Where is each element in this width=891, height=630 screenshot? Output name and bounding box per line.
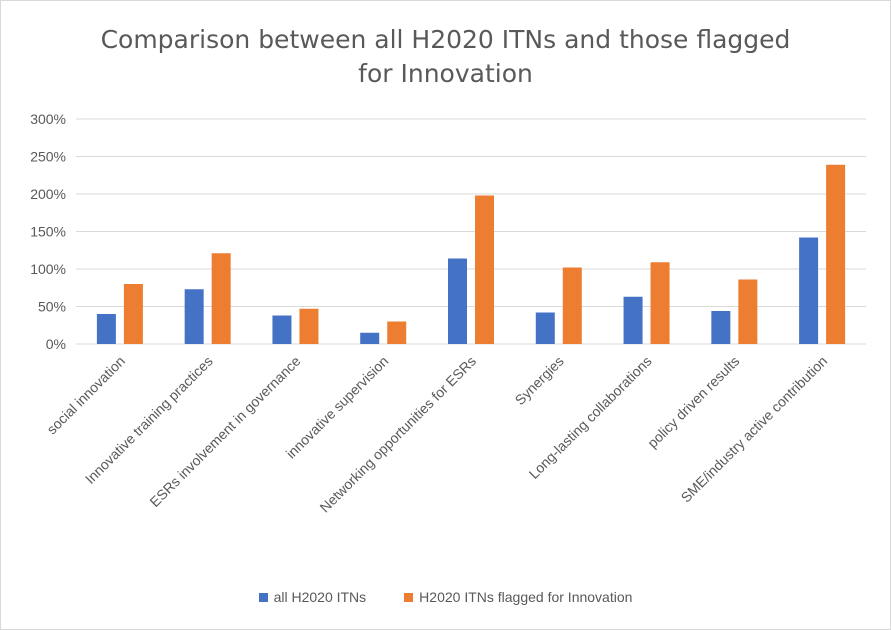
bar-all-itns xyxy=(799,237,819,344)
bar-all-itns xyxy=(535,312,555,344)
legend-item-series-2: H2020 ITNs flagged for Innovation xyxy=(404,589,632,605)
bar-flagged-itns xyxy=(123,284,143,344)
chart-title: Comparison between all H2020 ITNs and th… xyxy=(1,23,890,91)
y-tick-label: 50% xyxy=(38,299,66,315)
chart-title-line-2: for Innovation xyxy=(358,59,533,88)
legend-item-series-1: all H2020 ITNs xyxy=(258,589,367,605)
legend-label-series-2: H2020 ITNs flagged for Innovation xyxy=(419,589,633,605)
legend: all H2020 ITNs H2020 ITNs flagged for In… xyxy=(1,589,890,605)
x-tick-label: social innovation xyxy=(43,353,128,438)
bar-all-itns xyxy=(360,332,380,344)
x-tick-label: policy driven results xyxy=(644,353,742,451)
y-tick-label: 300% xyxy=(30,111,66,127)
bar-all-itns xyxy=(96,314,116,344)
y-tick-label: 100% xyxy=(30,261,66,277)
bar-flagged-itns xyxy=(211,253,231,344)
y-tick-label: 200% xyxy=(30,186,66,202)
bar-all-itns xyxy=(623,296,643,344)
bar-flagged-itns xyxy=(738,279,758,344)
x-tick-label: Networking opportunities for ESRs xyxy=(316,353,479,516)
y-tick-label: 0% xyxy=(46,336,66,352)
bar-flagged-itns xyxy=(826,164,846,344)
y-tick-label: 250% xyxy=(30,149,66,165)
bar-flagged-itns xyxy=(562,267,582,344)
bar-all-itns xyxy=(711,311,731,344)
bar-flagged-itns xyxy=(387,321,407,344)
legend-swatch-series-2 xyxy=(404,592,414,602)
bar-flagged-itns xyxy=(650,262,670,344)
x-tick-label: ESRs involvement in governance xyxy=(146,353,303,510)
bar-flagged-itns xyxy=(475,195,494,344)
bar-all-itns xyxy=(272,315,292,344)
legend-label-series-1: all H2020 ITNs xyxy=(273,589,367,605)
y-tick-label: 150% xyxy=(30,224,66,240)
legend-swatch-series-1 xyxy=(258,592,268,602)
bar-all-itns xyxy=(184,289,204,344)
bar-flagged-itns xyxy=(299,308,319,344)
bar-all-itns xyxy=(448,258,467,344)
x-tick-label: SME/industry active contribution xyxy=(678,353,831,506)
chart-title-line-1: Comparison between all H2020 ITNs and th… xyxy=(100,25,791,54)
x-tick-label: Synergies xyxy=(512,353,567,408)
